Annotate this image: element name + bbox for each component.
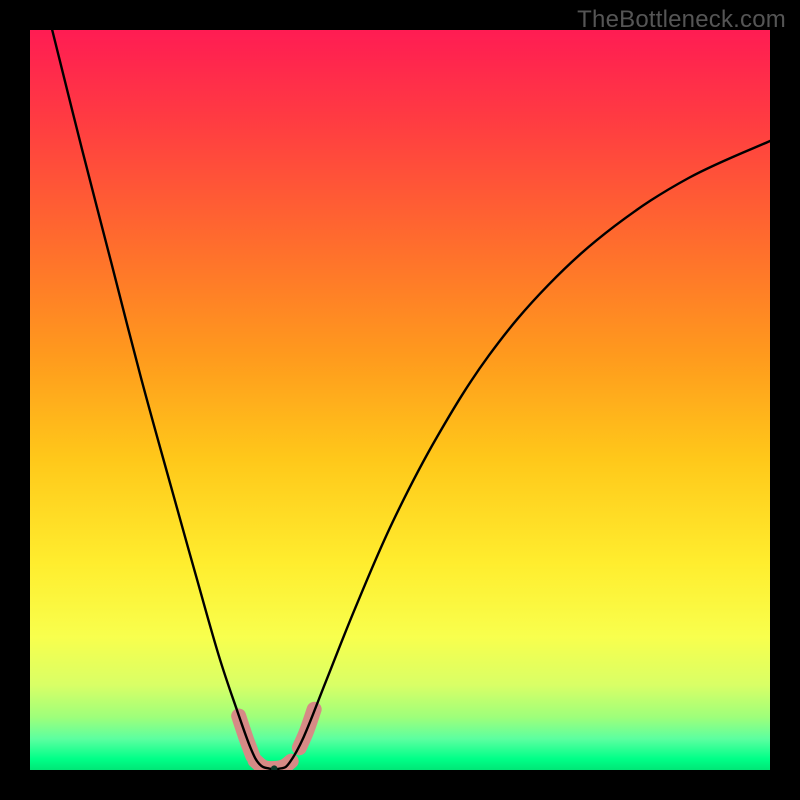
plot-area (30, 30, 770, 770)
gradient-background (30, 30, 770, 770)
stage: TheBottleneck.com (0, 0, 800, 800)
